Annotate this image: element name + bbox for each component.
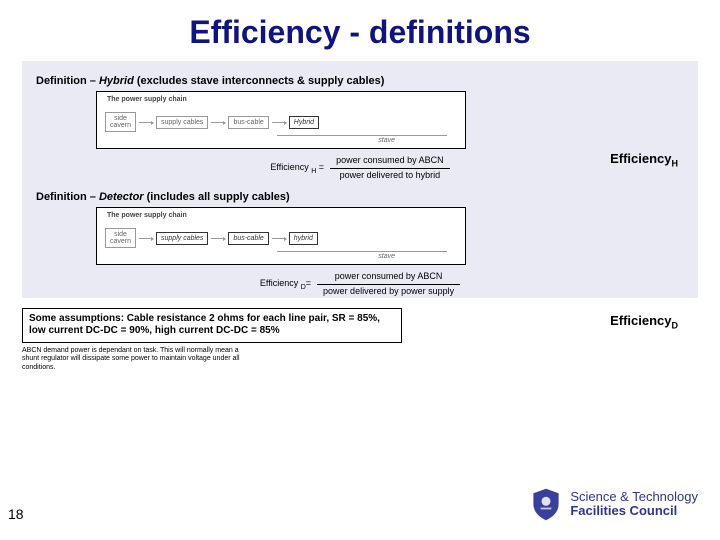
def2-prefix: Definition – [36, 191, 99, 203]
chain-node: bus-cable [228, 116, 268, 129]
formula-h-lhs: Efficiency H = [270, 162, 324, 175]
footnote: ABCN demand power is dependant on task. … [22, 347, 242, 372]
lhs-text: Efficiency [270, 162, 311, 172]
slide-title: Efficiency - definitions [0, 0, 720, 61]
stave-label: stave [378, 137, 395, 144]
lhs-text: Efficiency [260, 278, 301, 288]
eff-h-text: Efficiency [610, 151, 671, 166]
chain-arrow [139, 122, 153, 123]
chain-title-2: The power supply chain [107, 212, 187, 219]
chain-row-2: side cavern supply cables bus-cable hybr… [105, 228, 318, 248]
fraction-d: power consumed by ABCN power delivered b… [317, 271, 460, 297]
logo-text: Science & Technology Facilities Council [570, 490, 698, 517]
efficiency-d-label: EfficiencyD [610, 313, 678, 331]
formula-d-lhs: Efficiency D= [260, 278, 311, 291]
chain-arrow [139, 238, 153, 239]
chain-row-1: side cavern supply cables bus-cable Hybr… [105, 112, 319, 132]
chain-node: side cavern [105, 228, 136, 248]
chain-node: supply cables [156, 232, 208, 245]
chain-node: Hybrid [289, 116, 319, 129]
definition-2-heading: Definition – Detector (includes all supp… [36, 191, 684, 203]
eff-d-text: Efficiency [610, 313, 671, 328]
efficiency-h-label: EfficiencyH [610, 151, 678, 169]
frac-den: power delivered by power supply [317, 285, 460, 298]
chain-node: bus-cable [228, 232, 268, 245]
def1-prefix: Definition – [36, 75, 99, 87]
chain-diagram-1: The power supply chain side cavern suppl… [96, 91, 466, 149]
lhs-eq: = [316, 162, 324, 172]
assumptions-box: Some assumptions: Cable resistance 2 ohm… [22, 308, 402, 343]
bracket [277, 135, 447, 136]
formula-h: Efficiency H = power consumed by ABCN po… [36, 155, 684, 181]
chain-arrow [272, 238, 286, 239]
frac-den: power delivered to hybrid [334, 169, 447, 182]
chain-arrow [211, 238, 225, 239]
logo-line1: Science & Technology [570, 490, 698, 504]
stave-label: stave [378, 253, 395, 260]
lhs-eq: = [306, 278, 311, 288]
stfc-shield-icon [528, 486, 564, 522]
eff-d-sub: D [672, 321, 679, 331]
bracket [277, 251, 447, 252]
frac-num: power consumed by ABCN [330, 155, 450, 168]
def1-em: Hybrid [99, 75, 134, 87]
content-panel: Definition – Hybrid (excludes stave inte… [22, 61, 698, 298]
chain-node: supply cables [156, 116, 208, 129]
chain-arrow [211, 122, 225, 123]
eff-h-sub: H [672, 159, 679, 169]
page-number: 18 [8, 506, 24, 522]
def1-suffix: (excludes stave interconnects & supply c… [134, 75, 385, 87]
chain-node: hybrid [289, 232, 318, 245]
logo-line2: Facilities Council [570, 504, 698, 518]
def2-em: Detector [99, 191, 144, 203]
formula-d: Efficiency D= power consumed by ABCN pow… [36, 271, 684, 297]
chain-node: side cavern [105, 112, 136, 132]
chain-title-1: The power supply chain [107, 96, 187, 103]
chain-diagram-2: The power supply chain side cavern suppl… [96, 207, 466, 265]
chain-arrow [272, 122, 286, 123]
frac-num: power consumed by ABCN [329, 271, 449, 284]
definition-1-heading: Definition – Hybrid (excludes stave inte… [36, 75, 684, 87]
def2-suffix: (includes all supply cables) [144, 191, 290, 203]
footer-logo: Science & Technology Facilities Council [528, 486, 698, 522]
fraction-h: power consumed by ABCN power delivered t… [330, 155, 450, 181]
